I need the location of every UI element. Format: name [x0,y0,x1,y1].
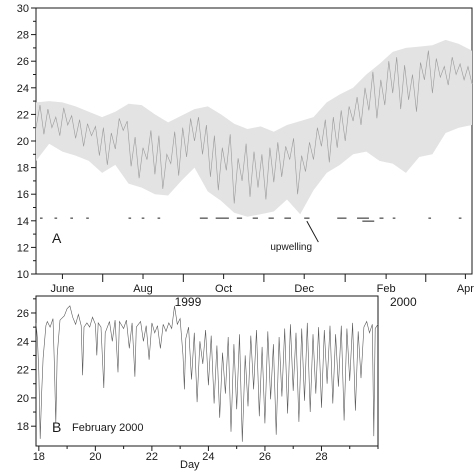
panel-a-year-label: 1999 [175,295,202,309]
panel-b-series [35,305,379,442]
panel-b-ytick-label: 24 [17,336,29,348]
panel-a-ytick-label: 14 [17,216,29,228]
panel-b-xtick-label: 18 [33,451,45,463]
panel-a-year-label: 2000 [390,295,417,309]
panel-a-series [35,39,473,217]
panel-a-series-line [35,50,473,204]
panel-a-x-axis: June Aug Oct Dec Feb Apr 1999 2000 [50,274,474,309]
panel-b-y-axis: 18 20 22 24 26 [17,295,379,447]
panel-b-letter: B [52,419,61,435]
panel-a-ytick-label: 16 [17,189,29,201]
panel-a-ytick-label: 30 [17,3,29,15]
panel-b-ytick-label: 22 [17,365,29,377]
panel-a-letter: A [52,230,62,246]
panel-a-ytick-label: 28 [17,30,29,42]
panel-b-inset-label: February 2000 [72,422,144,434]
panel-a-upwelling-marks [39,217,462,222]
panel-a-ytick-label: 20 [17,136,29,148]
panel-a-ytick-label: 22 [17,109,29,121]
panel-b-x-axis: 18 20 22 24 26 28 [33,446,379,463]
upwelling-annotation: upwelling [270,220,319,253]
panel-a-xtick-label: Dec [294,283,314,295]
panel-b-series-line [35,305,379,442]
panel-a-xtick-label: Feb [377,283,396,295]
panel-a-range-band [36,39,472,217]
panel-a-chart: 10 12 14 16 18 20 22 24 26 28 30 June Aug Oct Dec Feb A… [17,3,474,309]
upwelling-label: upwelling [270,242,312,253]
panel-a-ytick-label: 12 [17,242,29,254]
panel-b-xtick-label: 28 [315,451,327,463]
panel-a-y-axis: 10 12 14 16 18 20 22 24 26 28 30 [17,3,473,281]
panel-b-ytick-label: 18 [17,421,29,433]
panel-a-xtick-label: June [50,283,74,295]
panel-a-xtick-label: Aug [133,283,153,295]
panel-b-xtick-label: 22 [146,451,158,463]
panel-b-ytick-label: 20 [17,393,29,405]
panel-b-ytick-label: 26 [17,308,29,320]
panel-a-ytick-label: 24 [17,83,29,95]
panel-b-xtick-label: 20 [89,451,101,463]
panel-a-xtick-label: Apr [457,283,474,295]
panel-b-xlabel: Day [180,459,200,471]
panel-a-xtick-label: Oct [215,283,232,295]
panel-b-xtick-label: 24 [202,451,214,463]
panel-b-xtick-label: 26 [259,451,271,463]
upwelling-arrow [306,220,319,243]
panel-a-ytick-label: 10 [17,269,29,281]
panel-a-ytick-label: 26 [17,56,29,68]
panel-b-frame [35,295,379,447]
panel-a-ytick-label: 18 [17,163,29,175]
